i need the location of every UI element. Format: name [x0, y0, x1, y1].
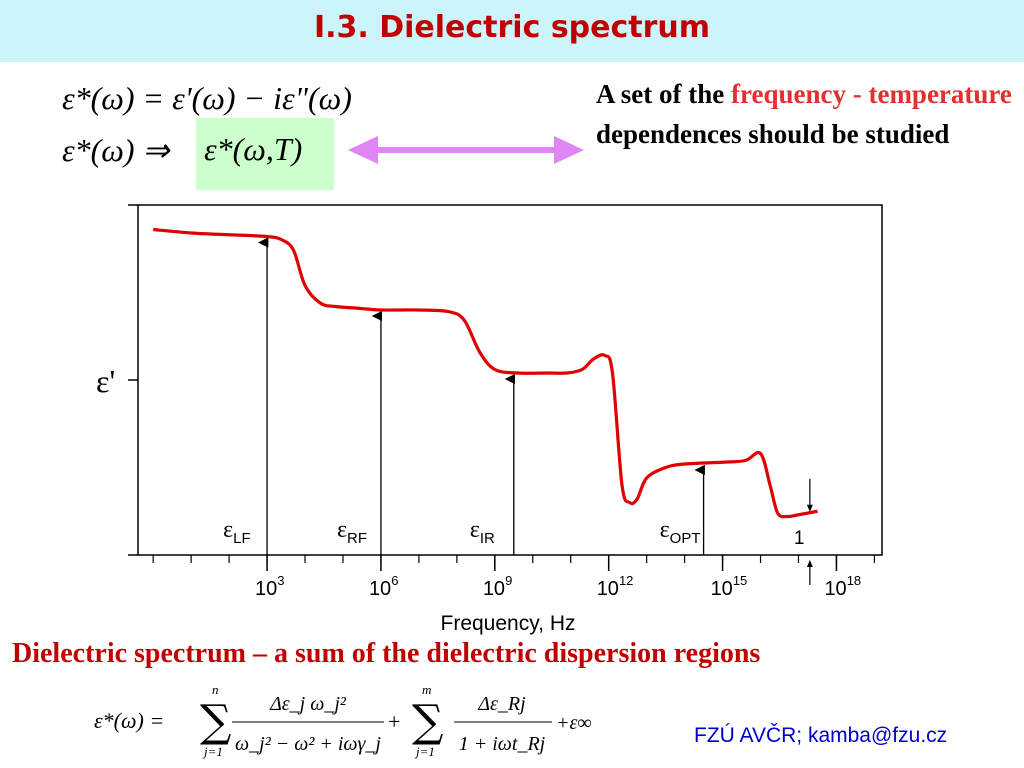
level-symbol: ε [470, 517, 480, 543]
title-bar [0, 0, 1024, 62]
note-part3: dependences should be studied [596, 119, 950, 149]
formula-lhs: ε*(ω) = [94, 708, 164, 733]
level-subscript: IR [480, 530, 495, 547]
formula-plus: + [388, 709, 400, 734]
dispersion-sum-formula: ε*(ω) = ∑ n j=1 Δε_j ω_j² ω_j² − ω² + iω… [94, 682, 592, 759]
level-label: εIR [470, 517, 495, 547]
level-label: εRF [337, 517, 367, 547]
unity-arrow-head-lower [806, 560, 813, 567]
temperature-dependence-highlight [196, 118, 334, 190]
level-arrows: εLF εRF εIR εOPT [223, 237, 705, 555]
x-tick-exponent: 9 [505, 573, 512, 588]
level-symbol: ε [660, 517, 670, 543]
fraction1-numerator: Δε_j ω_j² [269, 693, 347, 715]
permittivity-equation: ε*(ω) = ε'(ω) − iε"(ω) [62, 80, 352, 116]
level-subscript: LF [233, 530, 251, 547]
sum1-lower: j=1 [202, 744, 223, 759]
level-symbol: ε [223, 517, 233, 543]
x-tick-label: 1018 [824, 573, 861, 600]
x-tick-label: 109 [483, 573, 512, 600]
sum1-upper: n [212, 682, 219, 697]
note-highlight: frequency - temperature [730, 79, 1012, 109]
level-subscript: OPT [670, 530, 701, 547]
unity-arrow-head [806, 504, 813, 512]
x-tick-exponent: 18 [847, 573, 861, 588]
x-tick-base: 10 [483, 578, 505, 600]
double-arrow [348, 136, 584, 164]
author-credit: FZÚ AVČR; kamba@fzu.cz [694, 724, 948, 747]
x-tick-exponent: 15 [733, 573, 747, 588]
x-tick-base: 10 [255, 578, 277, 600]
study-note: A set of the frequency - temperature dep… [596, 74, 1016, 154]
x-tick-base: 10 [711, 578, 733, 600]
formula-tail: +ε∞ [556, 712, 592, 734]
spectrum-curve [153, 227, 818, 519]
x-tick-label: 103 [255, 573, 284, 600]
level-subscript: RF [347, 530, 367, 547]
x-tick-exponent: 6 [391, 573, 398, 588]
unity-marker: 1 [794, 478, 813, 585]
frequency-temperature-equation: ε*(ω,T) [204, 131, 303, 167]
x-tick-exponent: 12 [619, 573, 633, 588]
x-tick-base: 10 [597, 578, 619, 600]
x-tick-base: 10 [369, 578, 391, 600]
sum-symbol-2: ∑ [412, 696, 443, 747]
fraction2-denominator: 1 + iωt_Rj [459, 733, 546, 755]
level-label: εLF [223, 517, 251, 547]
fraction1-denominator: ω_j² − ω² + iωγ_j [235, 733, 381, 755]
sum-symbol: ∑ [200, 696, 231, 747]
sum2-lower: j=1 [414, 744, 435, 759]
note-part1: A set of the [596, 79, 731, 109]
level-symbol: ε [337, 517, 347, 543]
frequency-dependence-equation: ε*(ω) ⇒ [62, 132, 170, 168]
spectrum-caption: Dielectric spectrum – a sum of the diele… [12, 638, 761, 669]
plot-frame [137, 204, 883, 556]
x-tick-exponent: 3 [277, 573, 284, 588]
fraction2-numerator: Δε_Rj [477, 693, 526, 715]
x-minor-ticks [152, 555, 876, 563]
slide-title: I.3. Dielectric spectrum [313, 10, 711, 45]
x-tick-base: 10 [824, 578, 846, 600]
x-tick-labels: 103 106 109 1012 1015 1018 [255, 573, 861, 600]
x-tick-label: 1015 [711, 573, 748, 600]
sum2-upper: m [422, 682, 431, 697]
level-label: εOPT [660, 517, 701, 547]
x-axis-label: Frequency, Hz [441, 612, 576, 635]
x-major-ticks [266, 555, 838, 571]
x-tick-label: 106 [369, 573, 398, 600]
y-axis-label: ε' [96, 363, 115, 399]
x-tick-label: 1012 [597, 573, 634, 600]
unity-label: 1 [794, 528, 805, 549]
